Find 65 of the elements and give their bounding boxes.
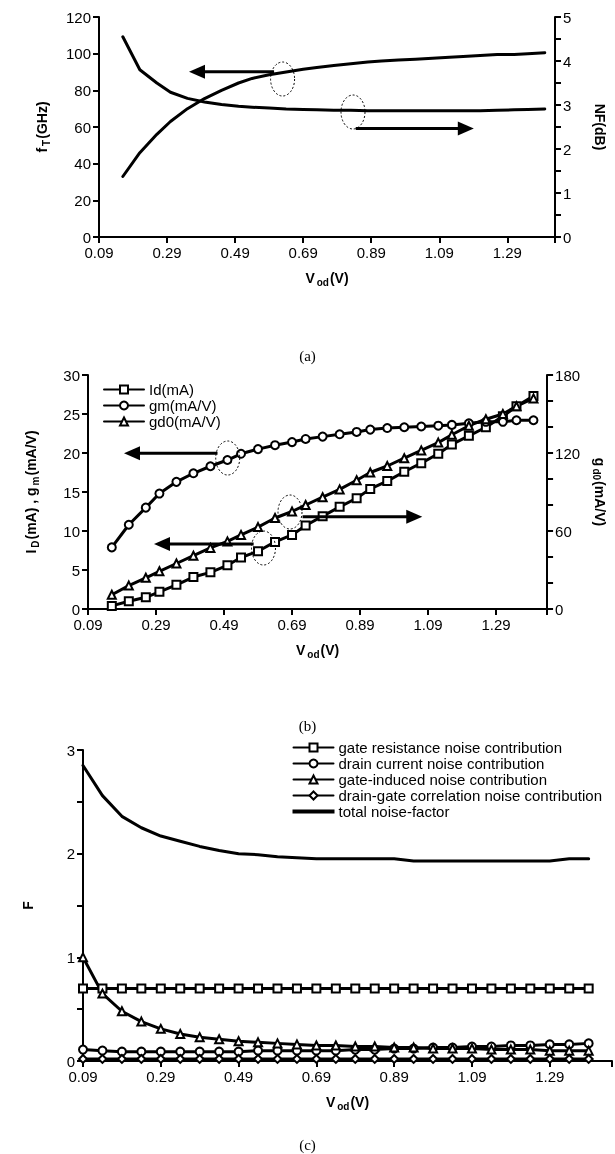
y2-tick-label: 4 xyxy=(563,52,572,70)
legend-label: total noise-factor xyxy=(338,803,450,820)
y-tick-label: 2 xyxy=(66,845,75,863)
x-tick-label: 0.29 xyxy=(146,1068,176,1085)
y-tick-label: 80 xyxy=(74,81,91,99)
y-tick-label: 30 xyxy=(63,366,80,384)
text: (c) xyxy=(299,1136,316,1154)
y2-tick-label: 120 xyxy=(555,444,581,462)
y-axis-title: F xyxy=(20,900,36,910)
x-tick-label: 0.49 xyxy=(209,616,239,633)
y2-tick-label: 1 xyxy=(563,184,572,202)
text: (b) xyxy=(298,717,317,735)
y-axis-title: fT(GHz) xyxy=(34,101,52,153)
y-tick-label: 25 xyxy=(63,405,80,423)
x-tick-label: 0.69 xyxy=(301,1068,331,1085)
y-tick-label: 20 xyxy=(74,191,91,209)
x-tick-label: 0.49 xyxy=(223,1068,254,1085)
x-tick-label: 1.09 xyxy=(457,1068,487,1085)
y-tick-label: 60 xyxy=(74,118,91,136)
y-tick-label: 0 xyxy=(71,600,80,618)
legend-label: gate resistance noise contribution xyxy=(338,739,562,756)
y2-tick-label: 180 xyxy=(555,366,581,384)
y2-tick-label: 60 xyxy=(555,522,572,540)
y-tick-label: 5 xyxy=(71,561,80,579)
x-tick-label: 1.09 xyxy=(413,616,443,633)
x-tick-label: 0.09 xyxy=(73,616,103,633)
legend-label: Id(mA) xyxy=(149,381,194,398)
y-tick-label: 40 xyxy=(74,155,91,173)
y2-axis-title: gd0(mA/V) xyxy=(590,457,608,527)
x-tick-label: 0.29 xyxy=(152,244,182,261)
legend-label: drain-gate correlation noise contribution xyxy=(338,787,603,804)
x-tick-label: 0.89 xyxy=(345,616,375,633)
legend-label: gm(mA/V) xyxy=(149,397,217,414)
legend-label: drain current noise contribution xyxy=(338,755,545,772)
y-tick-label: 10 xyxy=(63,522,80,540)
y2-tick-label: 0 xyxy=(555,600,564,618)
x-tick-label: 1.29 xyxy=(535,1068,565,1085)
x-tick-label: 0.09 xyxy=(84,244,114,261)
x-tick-label: 1.29 xyxy=(481,616,511,633)
y2-tick-label: 5 xyxy=(563,8,572,26)
y-tick-label: 120 xyxy=(65,8,91,26)
y2-tick-label: 0 xyxy=(563,228,572,246)
y2-tick-label: 3 xyxy=(563,96,572,114)
y-axis-title: ID(mA) , gm(mA/V) xyxy=(23,430,41,554)
x-tick-label: 0.89 xyxy=(379,1068,409,1085)
x-tick-label: 0.09 xyxy=(68,1068,98,1085)
legend-label: gd0(mA/V) xyxy=(149,413,221,430)
y-tick-label: 0 xyxy=(82,228,91,246)
y-tick-label: 3 xyxy=(66,741,75,759)
x-tick-label: 0.29 xyxy=(141,616,171,633)
y-tick-label: 100 xyxy=(65,45,91,63)
text: (a) xyxy=(299,347,316,365)
x-tick-label: 0.89 xyxy=(356,244,386,261)
y-tick-label: 15 xyxy=(63,483,80,501)
y-tick-label: 0 xyxy=(66,1052,75,1070)
x-tick-label: 0.69 xyxy=(277,616,307,633)
y-tick-label: 1 xyxy=(66,948,75,966)
y-tick-label: 20 xyxy=(63,444,80,462)
y2-axis-title: NF(dB) xyxy=(592,103,608,151)
x-tick-label: 0.69 xyxy=(288,244,318,261)
y2-tick-label: 2 xyxy=(563,140,572,158)
x-tick-label: 1.09 xyxy=(424,244,454,261)
x-tick-label: 0.49 xyxy=(220,244,250,261)
legend-label: gate-induced noise contribution xyxy=(338,771,547,788)
x-tick-label: 1.29 xyxy=(492,244,522,261)
